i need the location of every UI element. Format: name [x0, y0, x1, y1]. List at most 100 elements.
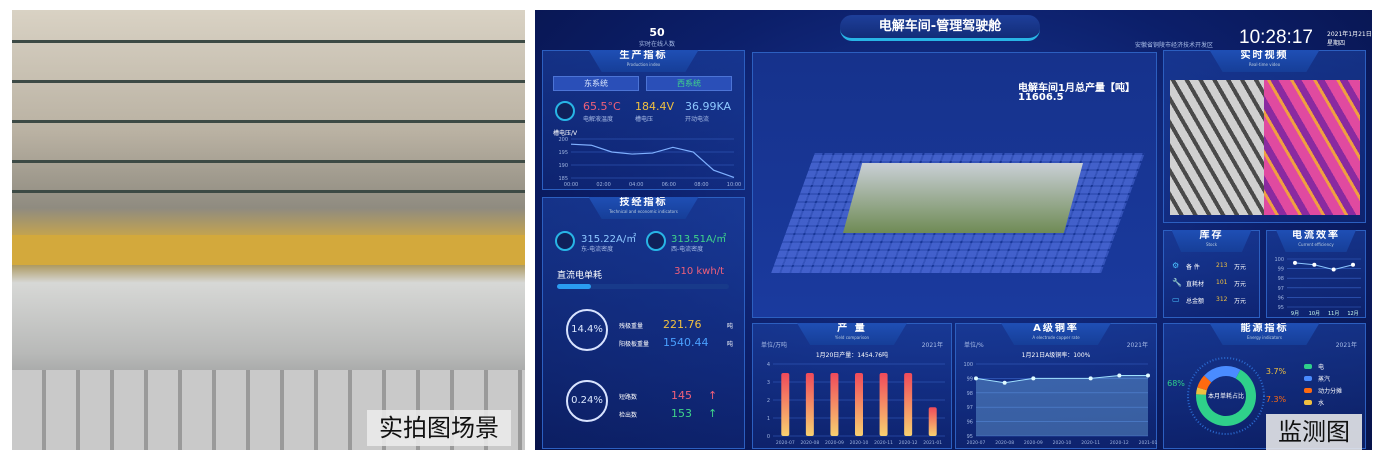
data-point [1146, 373, 1150, 378]
east-density-label: 东-电流密度 [581, 246, 614, 253]
y-tick-label: 1 [767, 416, 770, 422]
panel-title: 能源指标 [1240, 323, 1289, 334]
tab-east[interactable]: 东系统 [553, 76, 639, 91]
legend-label: 动力分摊 [1318, 387, 1342, 395]
panel-title: 生产指标 [619, 50, 668, 61]
legend-swatch [1304, 400, 1312, 405]
donut-slice [1197, 375, 1212, 391]
a-rate-chart: 95 96 97 98 99 100 2020-07 2020-08 2020-09 2020-1… [963, 362, 1158, 446]
stock-value: 213 [1216, 262, 1228, 269]
workshop-photo: 实拍图场景 [12, 10, 525, 450]
crane-beam [12, 235, 525, 265]
panel-title: 产 量 [837, 323, 867, 334]
panel-title: 实时视频 [1240, 50, 1289, 61]
year-label: 2021年 [1126, 342, 1148, 349]
legend-swatch [1304, 364, 1312, 369]
slice-value-label: 68% [1167, 379, 1185, 388]
ratio-ring: 0.24% [566, 380, 608, 422]
efficiency-chart: 95 96 97 98 99 100 9月 10月 11月 12月 [1274, 257, 1361, 317]
data-point [1002, 380, 1007, 385]
year-label: 2021年 [1335, 342, 1357, 349]
data-point [1331, 267, 1336, 272]
y-tick-label: 95 [1278, 305, 1284, 311]
y-tick-label: 190 [558, 163, 568, 169]
x-tick-label: 2020-07 [967, 440, 986, 446]
legend-swatch [1304, 376, 1312, 381]
current-icon [555, 231, 575, 251]
y-tick-label: 195 [558, 150, 568, 156]
stock-value: 312 [1216, 296, 1228, 303]
energy-donut-chart: 本月单耗占比 68% 电蒸汽 7.3% 动力分摊 3.7% 水 [1167, 357, 1342, 435]
data-point [1351, 262, 1355, 267]
metric-value: 65.5°C [583, 100, 621, 113]
stock-unit: 万元 [1234, 281, 1247, 288]
ratio-ring: 14.4% [566, 309, 608, 351]
stat-label: 阳极板重量 [619, 341, 650, 348]
video-panel: 实时视频 Real-time video [1163, 50, 1366, 223]
panel-subtitle: Stock [1205, 242, 1218, 247]
yield-chart: 0 1 2 3 4 2020-07 2020-08 2020-09 2020-10 2020-11… [767, 362, 945, 446]
tech-panel: 技经指标 Technical and economic indicators 31… [542, 197, 745, 449]
x-tick-label: 10:00 [727, 182, 741, 188]
west-density-label: 西-电流密度 [671, 246, 704, 253]
unit-label: 单位/万吨 [761, 342, 788, 349]
camera-feed[interactable] [1170, 80, 1264, 215]
x-tick-label: 2020-09 [825, 440, 844, 446]
x-tick-label: 2020-10 [1053, 440, 1072, 446]
thermal-feed[interactable] [1264, 80, 1360, 215]
online-label: 实时在线人数 [638, 41, 675, 48]
dashboard: 50 实时在线人数 电解车间-管理驾驶舱 安徽省铜陵市经济技术开发区 10:28… [535, 10, 1372, 450]
total-output-value: 11606.5 [1018, 92, 1064, 103]
a-rate-panel: A级铜率 A electrode copper rate 单位/% 2021年 1… [955, 323, 1158, 449]
efficiency-line [1294, 262, 1354, 271]
stock-label: 总金额 [1186, 298, 1205, 305]
legend-label: 电 [1318, 363, 1324, 371]
voltage-line [570, 143, 735, 179]
area-fill [976, 375, 1148, 436]
panel-title: 电流效率 [1292, 230, 1340, 241]
legend-label: 水 [1318, 399, 1324, 407]
efficiency-panel: 电流效率 Current efficiency 95 96 97 98 99 100 9月 10… [1266, 230, 1366, 318]
x-tick-label: 2021-01 [923, 440, 942, 446]
dc-label: 直流电单耗 [557, 271, 603, 281]
y-tick-label: 98 [967, 391, 973, 397]
y-tick-label: 97 [967, 405, 973, 411]
online-count: 50 [649, 26, 665, 39]
panel-subtitle: Yield comparison [834, 335, 870, 340]
unit-label: 单位/% [964, 342, 984, 349]
y-tick-label: 4 [767, 362, 770, 368]
x-tick-label: 2020-09 [1024, 440, 1043, 446]
y-tick-label: 185 [558, 176, 568, 182]
x-tick-label: 2021-01 [1139, 440, 1158, 446]
y-tick-label: 99 [967, 376, 973, 382]
x-tick-label: 06:00 [662, 182, 676, 188]
x-tick-label: 2020-07 [776, 440, 795, 446]
panel-subtitle: Current efficiency [1298, 242, 1334, 247]
donut-slice [1196, 387, 1207, 395]
stat-value: 153 [671, 407, 692, 420]
stat-label: 检出数 [619, 412, 638, 419]
panel-subtitle: A electrode copper rate [1032, 335, 1080, 340]
y-tick-label: 100 [963, 362, 973, 368]
clock: 10:28:17 [1239, 27, 1313, 48]
stat-label: 残极重量 [619, 323, 644, 330]
x-tick-label: 02:00 [596, 182, 610, 188]
y-tick-label: 3 [767, 380, 770, 386]
y-tick-label: 99 [1278, 267, 1284, 273]
bar [830, 373, 839, 436]
stat-value: 145 [671, 389, 692, 402]
donut-slice [1196, 369, 1256, 426]
x-tick-label: 2020-12 [1110, 440, 1129, 446]
stat-unit: 吨 [727, 323, 734, 330]
metric-label: 开动电流 [685, 116, 710, 123]
y-tick-label: 200 [558, 137, 568, 143]
y-tick-label: 2 [767, 398, 770, 404]
stock-label: 直耗材 [1186, 281, 1205, 288]
x-tick-label: 10月 [1309, 311, 1320, 317]
metric-value: 36.99KA [685, 100, 732, 113]
stat-unit: 吨 [727, 341, 734, 348]
stat-label: 短路数 [619, 394, 638, 401]
chart-note: 1月21日A级铜率：100% [1021, 352, 1091, 359]
3d-model-panel[interactable]: 电解车间1月总产量【吨】 11606.5 [752, 52, 1157, 318]
tab-west[interactable]: 西系统 [646, 76, 732, 91]
